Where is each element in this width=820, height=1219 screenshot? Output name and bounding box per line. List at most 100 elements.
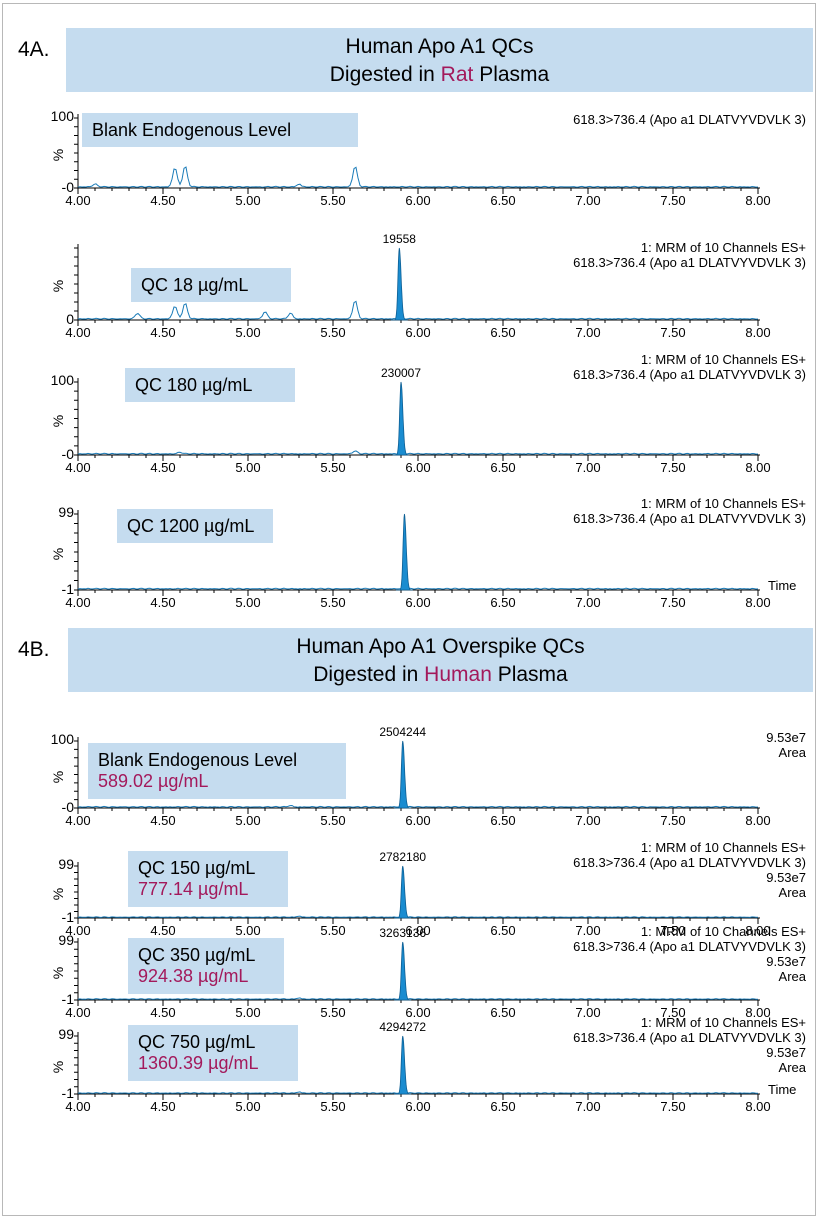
title-line-1: Human Apo A1 QCs [345,35,534,58]
y-tick-label: 100 [50,372,74,388]
x-tick-label: 4.00 [65,813,91,828]
x-tick-label: 4.50 [150,1099,176,1114]
x-tick-label: 6.50 [490,1099,516,1114]
measured-concentration: 777.14 µg/mL [138,879,249,899]
x-tick-label: 4.50 [150,1005,176,1020]
x-axis-label: Time [768,578,797,593]
x-tick-label: 6.50 [490,325,516,340]
x-tick-label: 7.50 [660,193,686,208]
x-tick-label: 8.00 [745,460,771,475]
x-tick-label: 7.00 [575,1099,601,1114]
section-id-4b: 4B. [18,638,50,661]
x-tick-label: 6.50 [490,1005,516,1020]
annotation-line: 618.3>736.4 (Apo a1 DLATVYVDVLK 3) [573,255,806,270]
x-tick-label: 6.00 [405,595,431,610]
x-tick-label: 4.00 [65,1099,91,1114]
peak-area-label: 2504244 [379,725,427,739]
x-tick-label: 7.50 [660,923,686,938]
x-tick-label: 4.50 [150,193,176,208]
sample-label: Blank Endogenous Level [82,113,358,147]
title-line-2: Digested in Rat Plasma [329,63,550,86]
annotation-line: 618.3>736.4 (Apo a1 DLATVYVDVLK 3) [573,1030,806,1045]
sample-label: QC 180 µg/mL [125,368,295,402]
y-tick-label: -0 [61,446,74,462]
x-tick-label: 6.50 [490,193,516,208]
figure-frame [2,3,816,1216]
annotation-line: 9.53e7 [766,954,806,969]
x-tick-label: 6.00 [405,923,431,938]
x-tick-label: 7.50 [660,595,686,610]
peak-area-label: 4294272 [379,1020,427,1034]
section-title-4b: Human Apo A1 Overspike QCs Digested in H… [68,628,813,692]
x-tick-label: 4.00 [65,460,91,475]
annotation-line: 618.3>736.4 (Apo a1 DLATVYVDVLK 3) [573,511,806,526]
sample-name: Blank Endogenous Level [98,750,298,770]
x-tick-label: 7.50 [660,460,686,475]
x-tick-label: 7.00 [575,325,601,340]
sample-name: QC 1200 µg/mL [127,516,255,536]
title-line-1: Human Apo A1 Overspike QCs [296,635,585,658]
x-tick-label: 5.50 [320,460,346,475]
annotation-line: 1: MRM of 10 Channels ES+ [640,840,806,855]
x-tick-label: 5.50 [320,1005,346,1020]
x-tick-label: 5.00 [235,595,261,610]
y-tick-label: 100 [50,108,74,124]
sample-name: QC 750 µg/mL [138,1032,256,1052]
x-tick-label: 4.50 [150,595,176,610]
sample-name: QC 180 µg/mL [135,375,253,395]
y-tick-label: -1 [61,909,74,925]
y-tick-label: 99 [58,1026,74,1042]
y-tick-label: 99 [58,856,74,872]
sample-name: QC 150 µg/mL [138,858,256,878]
sample-label: QC 150 µg/mL 777.14 µg/mL [128,851,288,907]
y-tick-label: -0 [61,179,74,195]
title-line-2: Digested in Human Plasma [313,663,568,686]
x-tick-label: 7.50 [660,813,686,828]
x-tick-label: 5.50 [320,1099,346,1114]
x-tick-label: 6.00 [405,325,431,340]
measured-concentration: 589.02 µg/mL [98,771,209,791]
trace-annotation: 1: MRM of 10 Channels ES+ 618.3>736.4 (Ap… [573,496,806,526]
x-tick-label: 4.50 [150,813,176,828]
y-axis-label: % [50,887,67,901]
y-axis-label: % [50,770,67,783]
x-tick-label: 7.50 [660,325,686,340]
annotation-line: Area [778,885,806,900]
x-tick-label: 6.50 [490,923,516,938]
annotation-line: Area [778,1060,806,1075]
x-tick-label: 8.00 [745,595,771,610]
x-tick-label: 7.00 [575,460,601,475]
y-axis-label: % [50,414,67,427]
peak-area-label: 230007 [380,366,422,380]
x-tick-label: 6.00 [405,1099,431,1114]
section-title-4a: Human Apo A1 QCs Digested in Rat Plasma [66,28,813,92]
y-axis-label: % [50,966,67,980]
x-tick-label: 8.00 [745,193,771,208]
y-tick-label: -0 [61,799,74,815]
x-tick-label: 7.50 [660,1005,686,1020]
x-tick-label: 7.50 [660,1099,686,1114]
sample-name: Blank Endogenous Level [92,120,292,140]
annotation-line: 618.3>736.4 (Apo a1 DLATVYVDVLK 3) [573,367,806,382]
annotation-line: Area [778,745,806,760]
x-tick-label: 6.50 [490,595,516,610]
measured-concentration: 1360.39 µg/mL [138,1053,259,1073]
y-tick-label: 99 [58,504,74,520]
y-tick-label: -1 [61,581,74,597]
trace-annotation: 1: MRM of 10 Channels ES+ 618.3>736.4 (Ap… [573,240,806,270]
x-tick-label: 8.00 [745,923,771,938]
sample-name: QC 18 µg/mL [141,275,249,295]
trace-annotation: 1: MRM of 10 Channels ES+ 618.3>736.4 (Ap… [573,924,806,984]
sample-label: Blank Endogenous Level 589.02 µg/mL [88,743,346,799]
annotation-line: Area [778,969,806,984]
x-tick-label: 6.00 [405,460,431,475]
x-tick-label: 8.00 [745,1099,771,1114]
annotation-line: 1: MRM of 10 Channels ES+ [640,924,806,939]
x-tick-label: 8.00 [745,325,771,340]
x-axis-label: Time [768,1082,797,1097]
x-tick-label: 8.00 [745,1005,771,1020]
sample-label: QC 1200 µg/mL [117,509,273,543]
x-tick-label: 5.00 [235,325,261,340]
x-tick-label: 7.00 [575,1005,601,1020]
x-tick-label: 6.00 [405,193,431,208]
